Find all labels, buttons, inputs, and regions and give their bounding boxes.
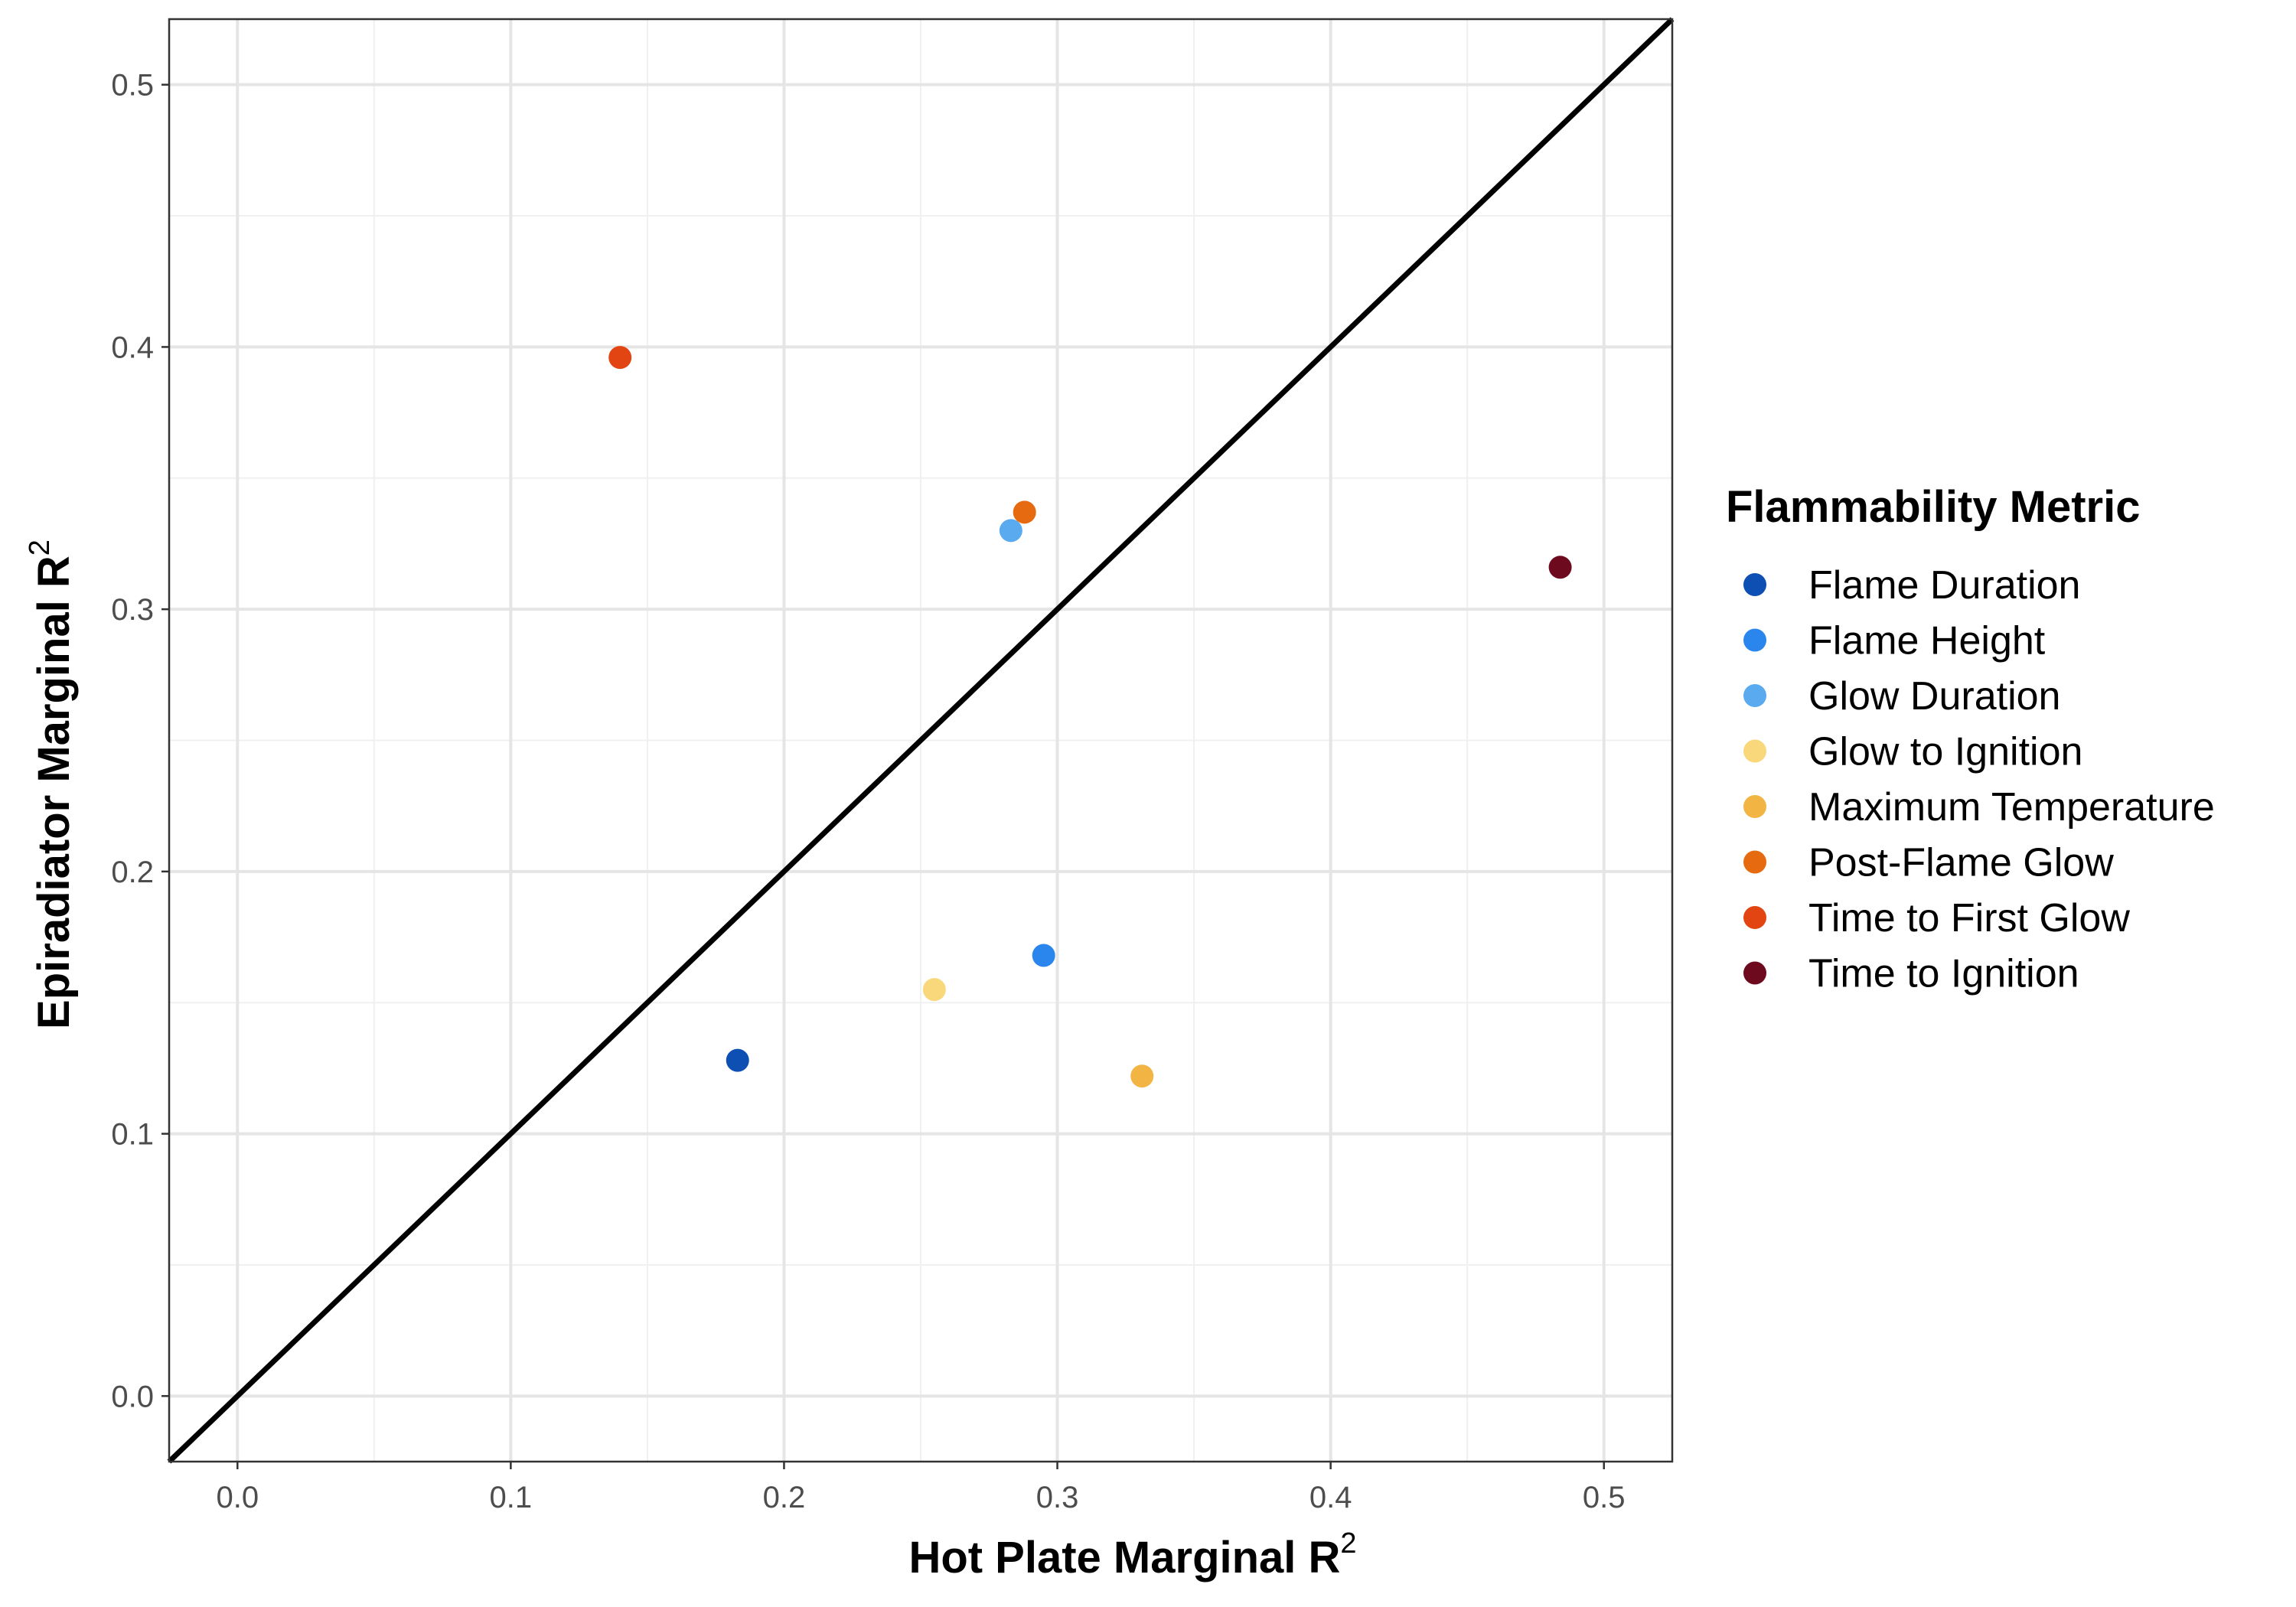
legend-key [1743,573,1766,596]
y-axis-title-text: Epiradiator Marginal R [29,556,79,1029]
data-point [608,346,632,370]
legend-label: Post-Flame Glow [1808,841,2114,885]
legend-key [1743,739,1766,763]
x-axis-title-superscript: 2 [1340,1527,1356,1560]
legend-key [1743,961,1766,985]
y-axis-ticks: 0.0 0.1 0.2 0.3 0.4 0.5 [111,69,169,1413]
x-tick-label: 0.5 [1583,1481,1626,1514]
data-point [1032,944,1055,967]
data-point [726,1048,749,1072]
y-tick-label: 0.2 [111,856,154,889]
y-axis-title-superscript: 2 [24,539,56,556]
y-tick-label: 0.3 [111,593,154,627]
y-tick-label: 0.5 [111,69,154,103]
legend-label: Glow Duration [1808,674,2060,719]
y-tick-label: 0.1 [111,1118,154,1152]
x-tick-label: 0.0 [216,1481,259,1514]
legend-label: Flame Duration [1808,563,2080,608]
legend-key [1743,628,1766,652]
data-point [999,519,1022,543]
data-point [1548,556,1572,579]
legend-key [1743,850,1766,874]
y-tick-label: 0.0 [111,1380,154,1413]
legend-key [1743,906,1766,929]
legend-label: Maximum Temperature [1808,785,2215,830]
legend-label: Flame Height [1808,619,2046,663]
legend-label: Time to Ignition [1808,952,2079,996]
x-axis-ticks: 0.0 0.1 0.2 0.3 0.4 0.5 [216,1462,1626,1514]
x-tick-label: 0.3 [1036,1481,1079,1514]
legend-key [1743,795,1766,818]
x-tick-label: 0.1 [490,1481,533,1514]
legend-key [1743,684,1766,707]
x-tick-label: 0.2 [763,1481,806,1514]
legend-label: Glow to Ignition [1808,730,2082,774]
reference-line-y-equals-x [167,17,1675,1464]
legend: Flammability Metric Flame DurationFlame … [1726,482,2215,996]
major-gridlines [169,19,1672,1462]
panel-border [168,18,1674,1463]
legend-title: Flammability Metric [1726,482,2140,532]
y-axis-title: Epiradiator Marginal R2 [24,539,79,1029]
y-tick-label: 0.4 [111,331,154,364]
data-point [1130,1064,1154,1088]
data-point [1013,500,1036,524]
x-tick-label: 0.4 [1309,1481,1352,1514]
x-axis-title: Hot Plate Marginal R2 [908,1527,1356,1583]
legend-items: Flame Duration Flame Height Glow Duration G… [1743,563,2215,996]
legend-label: Time to First Glow [1808,896,2130,940]
data-point [922,978,946,1002]
x-axis-title-text: Hot Plate Marginal R [908,1533,1340,1583]
data-points [608,346,1572,1088]
